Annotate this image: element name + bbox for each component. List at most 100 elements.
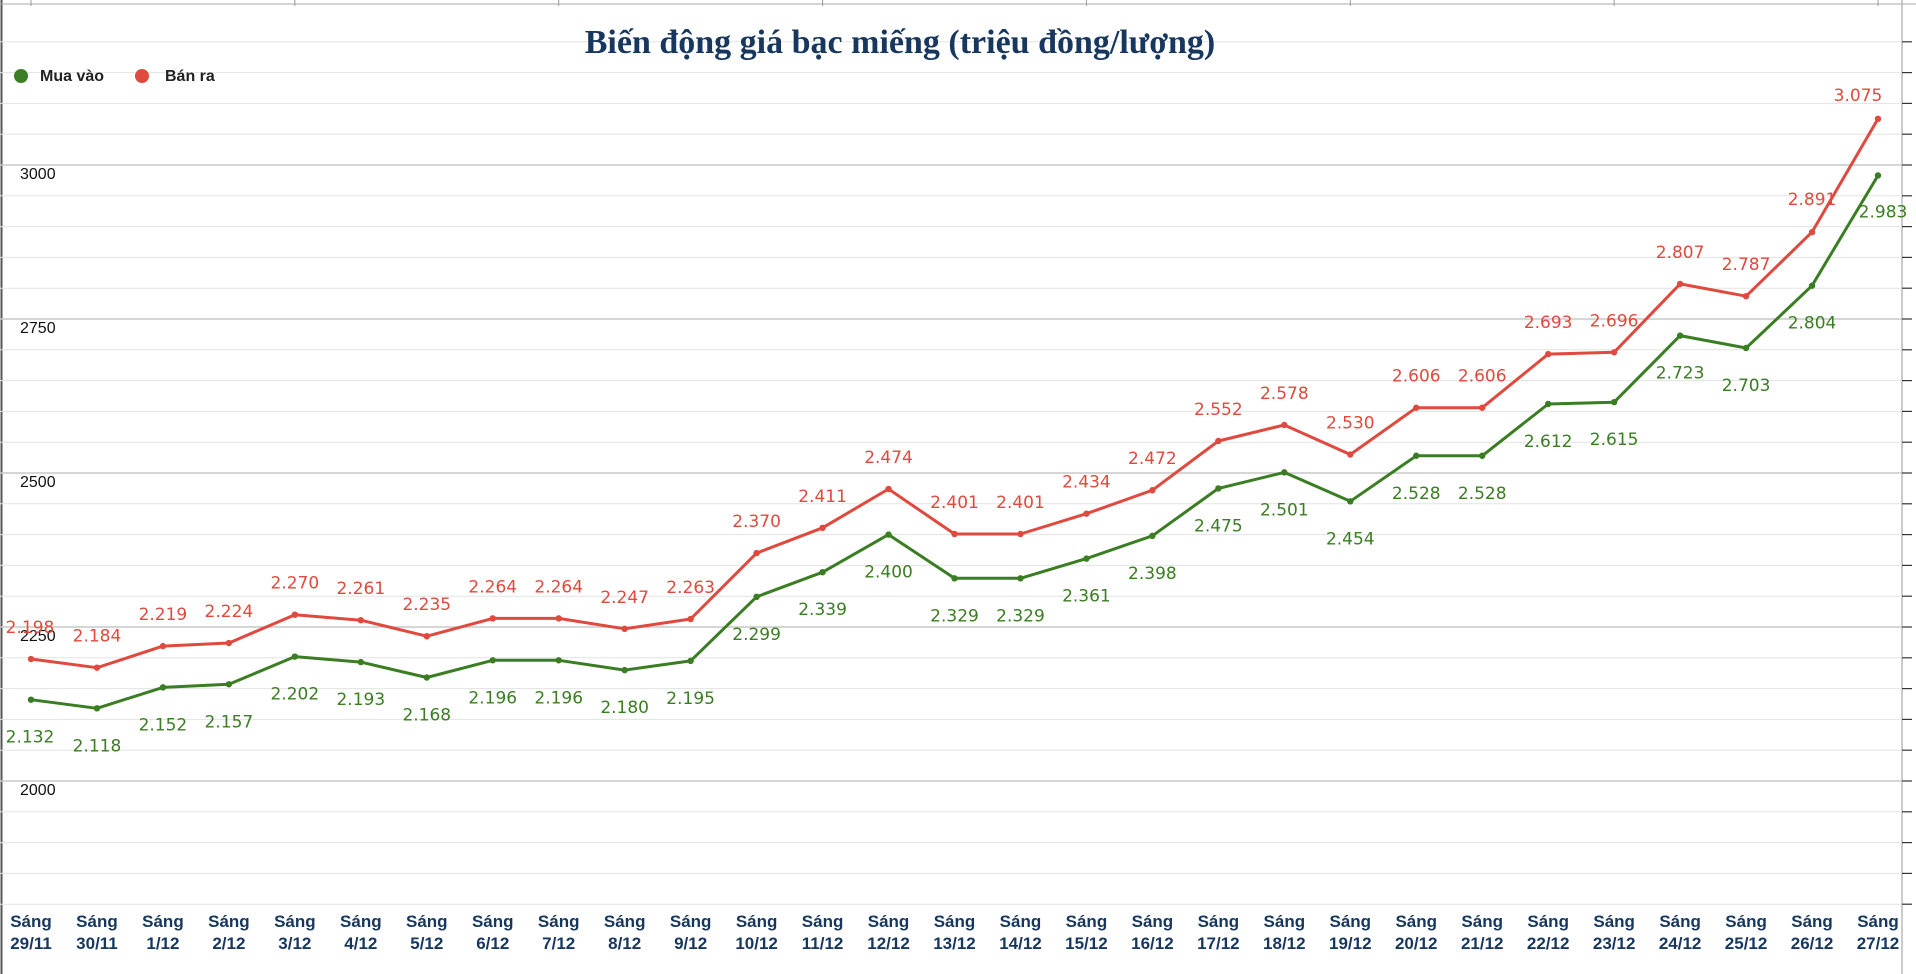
data-point-sell[interactable] (1874, 115, 1882, 123)
x-tick-label-line1: Sáng (472, 912, 514, 931)
x-axis: Sáng 29/11 Sáng 30/11 Sáng 1/12 Sáng 2/12 Sáng 3/… (10, 912, 1899, 953)
data-point-buy[interactable] (1281, 469, 1288, 476)
data-point-sell[interactable] (1413, 404, 1420, 411)
data-label-sell: 2.606 (1392, 367, 1441, 387)
legend-item-sell[interactable]: Bán ra (135, 68, 215, 85)
data-point-buy[interactable] (1544, 400, 1552, 408)
data-point-buy[interactable] (489, 657, 496, 664)
data-point-buy[interactable] (1742, 344, 1750, 352)
data-point-sell[interactable] (423, 633, 430, 640)
x-tick-label: Sáng 14/12 (999, 912, 1042, 953)
data-label-sell: 2.270 (271, 574, 320, 594)
data-point-sell[interactable] (225, 639, 233, 647)
data-label-sell: 2.401 (930, 493, 979, 513)
data-point-buy[interactable] (1808, 282, 1816, 289)
data-point-sell[interactable] (1017, 530, 1024, 538)
x-tick-label: Sáng 13/12 (933, 912, 976, 953)
x-tick-label: Sáng 10/12 (735, 912, 778, 953)
data-point-sell[interactable] (819, 524, 826, 532)
data-point-sell[interactable] (1281, 421, 1288, 429)
data-label-sell: 2.606 (1458, 367, 1507, 387)
data-label-buy: 2.528 (1458, 484, 1507, 504)
data-point-sell[interactable] (1083, 510, 1090, 517)
data-point-buy[interactable] (1413, 452, 1420, 459)
data-point-sell[interactable] (951, 530, 958, 538)
data-label-buy: 2.329 (996, 606, 1045, 626)
data-label-sell: 3.075 (1834, 86, 1883, 106)
x-tick-label-line2: 10/12 (735, 934, 778, 953)
data-point-buy[interactable] (357, 658, 365, 666)
data-point-sell[interactable] (159, 642, 167, 650)
data-point-sell[interactable] (621, 625, 628, 633)
data-label-sell: 2.219 (139, 605, 188, 625)
x-tick-label: Sáng 20/12 (1395, 912, 1438, 953)
data-point-buy[interactable] (423, 674, 430, 681)
data-point-sell[interactable] (1676, 280, 1684, 288)
data-point-buy[interactable] (93, 705, 101, 712)
data-point-buy[interactable] (159, 684, 167, 691)
data-label-sell: 2.184 (73, 627, 122, 647)
data-label-buy: 2.528 (1392, 484, 1441, 504)
x-tick-label-line1: Sáng (868, 912, 910, 931)
x-tick-label-line2: 22/12 (1527, 934, 1570, 953)
x-tick-label: Sáng 19/12 (1329, 912, 1372, 953)
x-tick-label-line2: 3/12 (278, 934, 311, 953)
data-point-buy[interactable] (1610, 398, 1618, 406)
data-point-buy[interactable] (819, 568, 826, 576)
data-label-buy: 2.168 (402, 706, 451, 726)
data-point-sell[interactable] (1149, 487, 1156, 494)
x-tick-label-line2: 12/12 (867, 934, 910, 953)
x-tick-label-line1: Sáng (1066, 912, 1108, 931)
data-point-buy[interactable] (555, 657, 562, 664)
data-point-sell[interactable] (1808, 228, 1816, 236)
data-point-buy[interactable] (1479, 452, 1486, 459)
data-point-buy[interactable] (1149, 532, 1156, 540)
data-label-sell: 2.787 (1722, 255, 1771, 275)
data-point-buy[interactable] (1017, 575, 1024, 582)
data-point-sell[interactable] (1610, 349, 1618, 356)
x-tick-label-line1: Sáng (142, 912, 184, 931)
data-point-sell[interactable] (489, 615, 496, 622)
data-point-buy[interactable] (225, 681, 233, 688)
x-tick-label-line2: 25/12 (1725, 934, 1768, 953)
data-point-buy[interactable] (1215, 485, 1222, 492)
data-label-sell: 2.578 (1260, 384, 1309, 404)
data-point-sell[interactable] (27, 655, 35, 663)
x-tick-label: Sáng 2/12 (208, 912, 250, 953)
data-point-sell[interactable] (555, 615, 562, 622)
x-tick-label: Sáng 18/12 (1263, 912, 1306, 953)
data-point-sell[interactable] (291, 611, 299, 618)
data-point-buy[interactable] (621, 666, 628, 674)
y-tick-label: 2500 (20, 474, 56, 491)
data-point-buy[interactable] (1083, 555, 1090, 562)
data-point-sell[interactable] (1479, 404, 1486, 411)
data-point-buy[interactable] (1874, 172, 1882, 179)
data-point-sell[interactable] (1347, 451, 1354, 458)
data-point-sell[interactable] (1215, 437, 1222, 445)
x-tick-label-line1: Sáng (604, 912, 646, 931)
x-tick-label: Sáng 30/11 (76, 912, 118, 953)
x-tick-label-line2: 9/12 (674, 934, 707, 953)
data-point-buy[interactable] (951, 575, 958, 582)
data-point-sell[interactable] (357, 617, 365, 624)
data-point-sell[interactable] (687, 615, 694, 623)
data-point-buy[interactable] (1676, 332, 1684, 339)
data-point-sell[interactable] (1544, 350, 1552, 358)
data-point-buy[interactable] (27, 696, 35, 703)
data-point-sell[interactable] (753, 549, 760, 557)
data-point-buy[interactable] (291, 653, 299, 660)
x-tick-label: Sáng 3/12 (274, 912, 316, 953)
data-point-sell[interactable] (1742, 293, 1750, 300)
x-tick-label: Sáng 21/12 (1461, 912, 1504, 953)
data-point-buy[interactable] (687, 657, 694, 665)
data-point-buy[interactable] (753, 593, 760, 601)
x-tick-label-line1: Sáng (208, 912, 250, 931)
x-tick-label-line1: Sáng (340, 912, 382, 931)
legend-item-buy[interactable]: Mua vào (14, 68, 104, 85)
data-point-buy[interactable] (885, 531, 892, 538)
legend-label-buy: Mua vào (40, 68, 104, 85)
x-tick-label: Sáng 4/12 (340, 912, 382, 953)
data-point-sell[interactable] (93, 664, 101, 671)
data-point-buy[interactable] (1347, 498, 1354, 505)
data-point-sell[interactable] (885, 485, 892, 493)
